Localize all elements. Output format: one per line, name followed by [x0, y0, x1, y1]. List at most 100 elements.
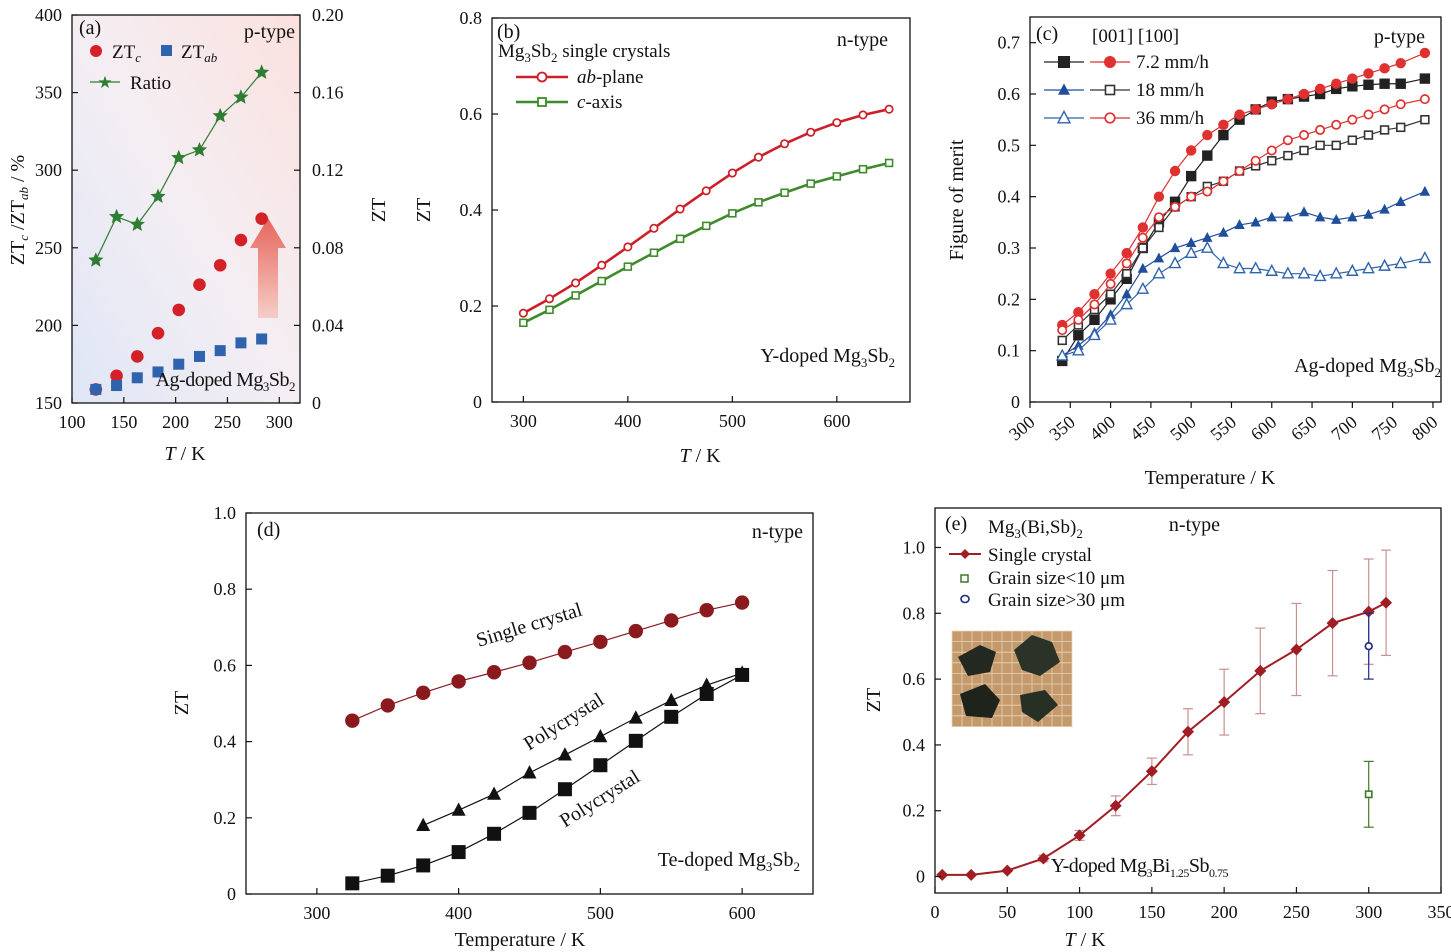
panel-e-xlabel: T / K	[1064, 929, 1106, 951]
data-point-c-1	[1137, 222, 1149, 233]
y-tick-label: 0.6	[460, 104, 483, 124]
data-point-ztab	[173, 358, 185, 370]
label-polycrystal-lower: Polycrystal	[556, 766, 644, 833]
data-point-ab-plane	[597, 260, 607, 270]
y-tick-label: 0	[473, 392, 482, 412]
data-point-d-2	[557, 782, 572, 797]
data-point-c-3	[1331, 140, 1341, 151]
data-point-d-2	[451, 845, 466, 860]
y-tick-label: 0.4	[903, 735, 926, 755]
data-point-e-0	[1037, 852, 1050, 865]
data-point-c-axis	[806, 179, 815, 188]
data-point-c-2	[1153, 252, 1165, 263]
y-tick-label: 0.2	[214, 808, 237, 828]
data-point-ratio	[150, 188, 166, 204]
crystal-photo	[951, 630, 1073, 727]
x-tick-label: 600	[823, 411, 850, 431]
data-point-c-4	[1282, 135, 1293, 146]
data-point-d-2	[380, 868, 395, 883]
data-point-ab-plane	[518, 308, 528, 318]
data-point-ztab	[235, 337, 247, 349]
data-point-e-0	[1001, 864, 1014, 877]
y-tick-label: 200	[35, 315, 62, 335]
data-point-ratio	[233, 89, 249, 104]
legend-marker	[1056, 109, 1072, 124]
y-tick-label: 0.7	[998, 33, 1021, 53]
data-point-ratio	[88, 252, 104, 267]
data-point-c-2	[1218, 226, 1229, 237]
data-point-c-1	[1121, 247, 1132, 259]
data-point-ab-plane	[571, 278, 581, 288]
y-tick-label: 0	[916, 867, 925, 887]
data-point-e-0	[1254, 664, 1267, 677]
data-point-ztab	[214, 345, 226, 357]
data-point-c-axis	[858, 164, 868, 174]
data-point-c-5	[1265, 263, 1279, 276]
y-tick-label: 0	[1011, 392, 1020, 412]
data-point-ztc	[213, 258, 227, 272]
data-point-d-1	[416, 817, 431, 832]
x-tick-label: 400	[1086, 412, 1120, 445]
data-point-d-0	[380, 698, 395, 713]
y-tick-label: 350	[35, 83, 62, 103]
data-point-ratio	[212, 107, 228, 123]
data-point-c-3	[1283, 150, 1293, 161]
data-point-c-axis	[780, 188, 789, 197]
series-line-d-1	[422, 672, 743, 826]
data-point-d-2	[699, 686, 714, 701]
data-point-c-4	[1379, 104, 1390, 115]
data-point-c-1	[1298, 88, 1310, 100]
data-point-e-0	[1380, 596, 1393, 609]
data-point-c-axis	[571, 291, 580, 300]
legend-ab-marker	[536, 71, 548, 83]
data-point-c-3	[1420, 114, 1430, 125]
data-point-c-0	[1363, 79, 1374, 90]
increase-arrow-icon	[250, 218, 286, 318]
data-point-c-axis	[623, 262, 633, 271]
data-point-c-1	[1266, 99, 1277, 110]
data-point-c-axis	[597, 276, 606, 286]
data-point-ab-plane	[675, 204, 685, 214]
y-tick-label: 150	[35, 393, 62, 413]
data-point-c-0	[1073, 330, 1084, 341]
data-point-c-4	[1137, 232, 1148, 243]
label-polycrystal-upper: Polycrystal	[520, 689, 608, 756]
x-tick-label: 450	[1126, 412, 1160, 445]
data-point-c-axis	[675, 234, 685, 244]
data-point-d-2	[735, 667, 750, 682]
data-point-c-0	[1218, 129, 1229, 141]
y-tick-label: 0.8	[214, 579, 237, 599]
panel-a-type: p-type	[244, 21, 295, 43]
data-point-c-3	[1379, 125, 1390, 135]
data-point-ratio	[108, 208, 125, 224]
panel-e-dopant: Y-doped Mg3Bi1.25Sb0.75	[1051, 855, 1229, 880]
data-point-e-0	[1218, 696, 1231, 709]
legend-e-small-marker	[960, 574, 969, 583]
x-tick-label: 400	[445, 903, 472, 923]
data-point-e-2	[1364, 641, 1373, 651]
data-point-c-1	[1202, 129, 1213, 141]
x-tick-label: 500	[719, 411, 746, 431]
data-point-c-5	[1362, 261, 1375, 274]
panel-c-xlabel: Temperature / K	[1145, 467, 1276, 489]
data-point-ztab	[131, 372, 143, 384]
data-point-c-1	[1395, 58, 1406, 69]
data-point-e-0	[1073, 829, 1086, 842]
data-point-d-0	[415, 685, 431, 701]
data-point-c-axis	[701, 221, 711, 231]
data-point-e-0	[936, 868, 949, 881]
data-point-c-4	[1234, 165, 1245, 177]
series-line-c-1	[1061, 52, 1426, 326]
data-point-ratio	[191, 142, 208, 157]
data-point-c-2	[1185, 237, 1197, 248]
data-point-ab-plane	[701, 186, 711, 196]
data-point-c-4	[1186, 191, 1197, 202]
data-point-e-0	[1109, 799, 1122, 812]
x-tick-label: 750	[1368, 412, 1402, 445]
panel-a-label: (a)	[79, 17, 101, 39]
data-point-ratio	[171, 149, 187, 165]
data-point-c-0	[1057, 355, 1068, 367]
data-point-c-4	[1170, 201, 1181, 212]
data-point-c-5	[1136, 281, 1150, 294]
data-point-d-2	[628, 733, 643, 748]
